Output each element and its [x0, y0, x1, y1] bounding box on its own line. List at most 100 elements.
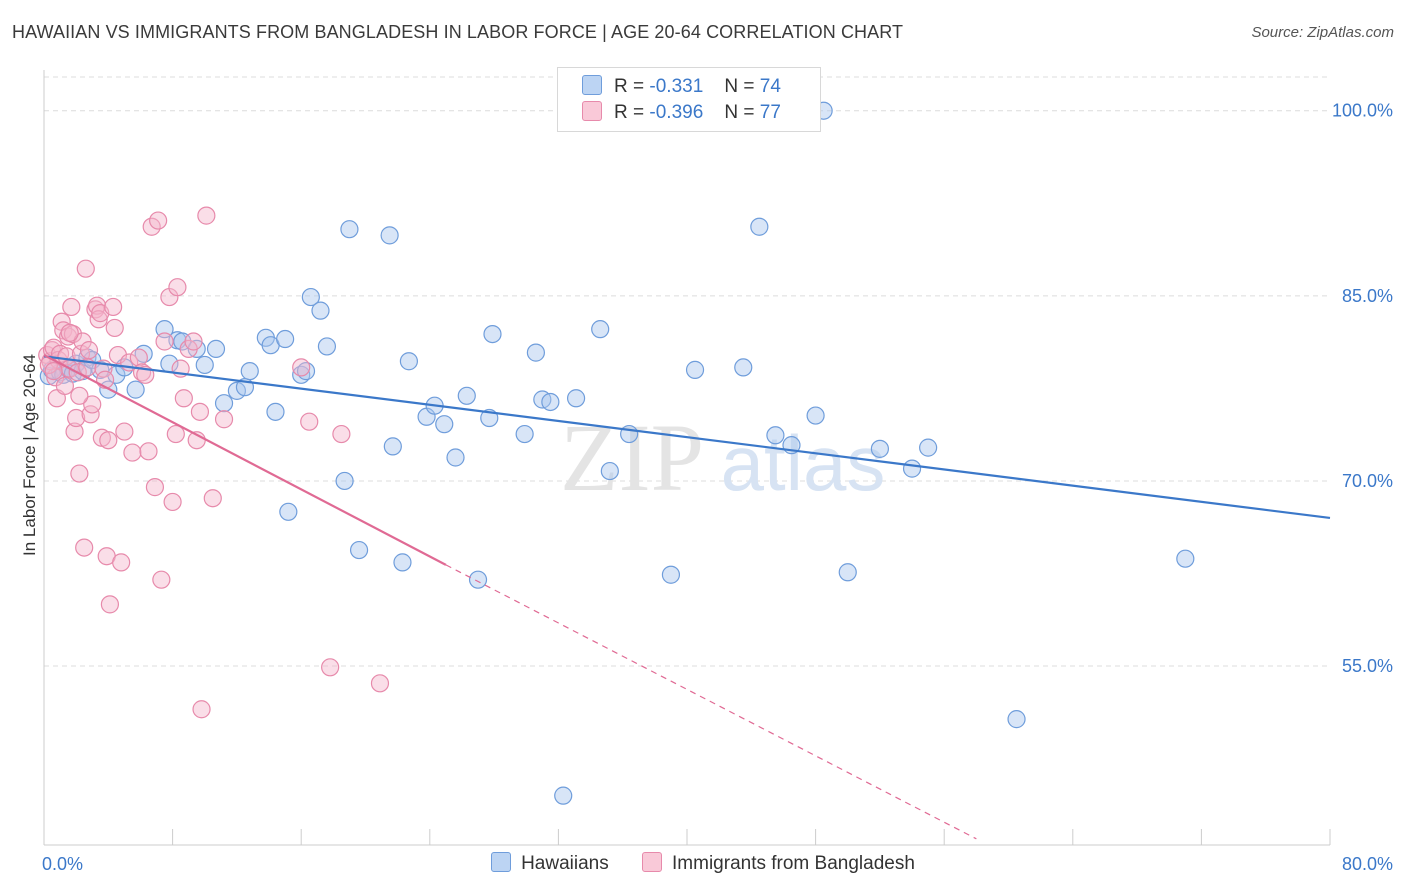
bangladesh-point	[332, 424, 351, 444]
bangladesh-point	[292, 358, 311, 377]
hawaiians-point	[457, 386, 476, 405]
hawaiians-point	[591, 320, 610, 339]
tick-labels: 55.0% 70.0% 85.0% 100.0% 0.0% 80.0%	[42, 101, 1393, 874]
hawaiians-point	[600, 461, 619, 481]
bangladesh-point	[75, 538, 94, 557]
bangladesh-point	[99, 431, 118, 450]
legend-swatch-pink	[582, 101, 602, 121]
legend-n-label: N =	[724, 102, 755, 123]
source-label: Source: ZipAtlas.com	[1251, 24, 1394, 41]
legend-swatch-blue	[491, 852, 512, 872]
bangladesh-point	[192, 700, 211, 719]
hawaiians-point	[806, 406, 825, 425]
bangladesh-point	[166, 424, 185, 444]
legend-item-bangladesh: Immigrants from Bangladesh	[642, 852, 915, 875]
bangladesh-point	[70, 386, 89, 405]
legend-row-bangladesh: R = -0.396 N = 77	[582, 101, 781, 127]
data-points	[38, 101, 1195, 805]
y-tick-label: 100.0%	[1332, 101, 1393, 121]
hawaiians-point	[240, 362, 259, 381]
hawaiians-point	[383, 437, 402, 456]
hawaiians-point	[1176, 549, 1195, 568]
bangladesh-point	[129, 348, 148, 367]
bangladesh-point	[145, 478, 165, 497]
bangladesh-point	[300, 412, 319, 431]
hawaiians-point	[340, 220, 359, 239]
bangladesh-point	[89, 310, 108, 329]
hawaiians-point	[838, 563, 857, 582]
hawaiians-point	[919, 438, 938, 457]
x-tick-label: 0.0%	[42, 854, 83, 874]
bangladesh-point	[83, 395, 102, 414]
hawaiians-point	[335, 471, 354, 491]
bangladesh-point	[184, 332, 203, 351]
bangladesh-point	[115, 422, 134, 441]
hawaiians-point	[301, 287, 320, 307]
legend-r-value: -0.396	[649, 102, 704, 123]
hawaiians-point	[276, 329, 295, 349]
bangladesh-point	[44, 362, 63, 381]
bangladesh-trend-line-extension	[445, 564, 977, 840]
hawaiians-point	[206, 339, 226, 359]
hawaiians-point	[317, 337, 337, 356]
bangladesh-point	[123, 443, 142, 462]
hawaiians-point	[155, 320, 174, 339]
legend-r-value: -0.331	[649, 76, 704, 97]
legend-item-hawaiians: Hawaiians	[491, 852, 609, 875]
hawaiians-point	[468, 570, 488, 589]
bangladesh-point	[105, 318, 124, 338]
bangladesh-point	[197, 206, 216, 225]
bangladesh-point	[65, 422, 84, 441]
hawaiians-point	[380, 226, 399, 245]
hawaiians-point	[902, 459, 922, 478]
hawaiians-point	[541, 392, 560, 412]
bangladesh-point	[67, 408, 86, 428]
legend-r-label: R =	[614, 76, 645, 97]
trend-lines	[43, 354, 1331, 840]
hawaiians-point	[214, 394, 234, 413]
legend-swatch-pink	[642, 852, 663, 872]
hawaiians-point	[1007, 710, 1026, 729]
x-tick-label: 80.0%	[1342, 854, 1393, 874]
hawaiians-point	[483, 324, 502, 344]
legend-n-value: 77	[759, 102, 781, 123]
bangladesh-point	[139, 442, 158, 461]
bangladesh-point	[321, 658, 340, 677]
legend-series-name: Immigrants from Bangladesh	[672, 853, 915, 874]
hawaiians-point	[446, 448, 465, 467]
bangladesh-point	[203, 489, 222, 508]
hawaiians-point	[685, 360, 705, 379]
hawaiians-point	[311, 301, 330, 320]
hawaiians-point	[554, 786, 573, 805]
stats-legend: R = -0.331 N = 74 R = -0.396 N = 77	[557, 67, 821, 132]
bangladesh-point	[108, 345, 128, 365]
bangladesh-trend-line	[43, 354, 447, 566]
bangladesh-point	[95, 370, 115, 389]
y-tick-label: 55.0%	[1342, 656, 1393, 676]
bangladesh-point	[214, 410, 234, 429]
hawaiians-point	[750, 217, 769, 236]
bangladesh-point	[70, 464, 89, 483]
bangladesh-point	[62, 297, 81, 317]
series-legend: Hawaiians Immigrants from Bangladesh	[0, 852, 1406, 875]
y-tick-label: 70.0%	[1342, 471, 1393, 491]
bangladesh-point	[60, 323, 79, 342]
bangladesh-point	[168, 278, 187, 297]
watermark-zip: ZIP	[560, 404, 704, 511]
bangladesh-point	[152, 570, 171, 589]
hawaiians-point	[526, 343, 545, 362]
axes	[43, 70, 1331, 846]
chart-title: HAWAIIAN VS IMMIGRANTS FROM BANGLADESH I…	[12, 22, 904, 42]
hawaiians-trend-line	[43, 355, 1331, 520]
legend-n-value: 74	[759, 76, 781, 97]
hawaiians-point	[126, 380, 145, 399]
hawaiians-point	[734, 358, 753, 377]
legend-n-label: N =	[724, 76, 755, 97]
bangladesh-point	[55, 376, 74, 396]
hawaiians-point	[279, 502, 298, 521]
hawaiians-point	[266, 402, 285, 421]
bangladesh-point	[190, 402, 210, 421]
bangladesh-point	[174, 389, 193, 408]
hawaiians-point	[393, 553, 412, 572]
